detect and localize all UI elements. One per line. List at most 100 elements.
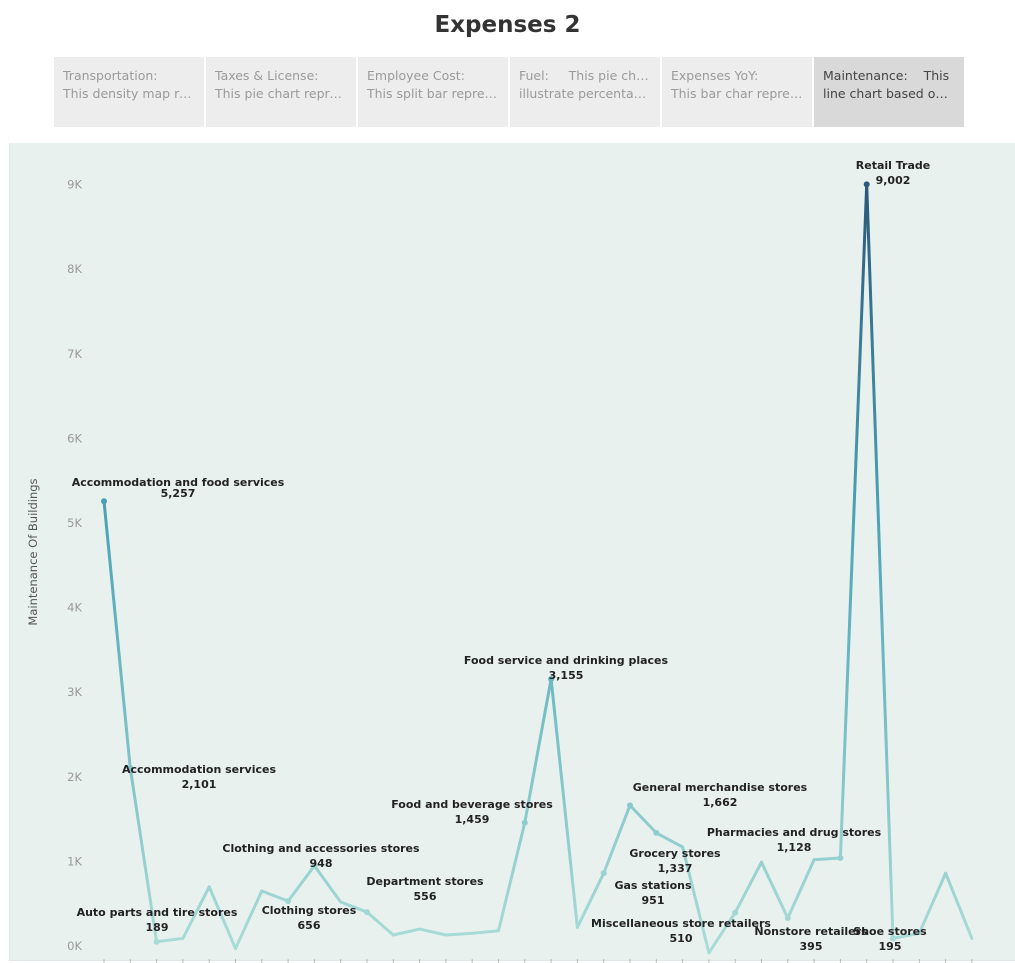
line-segment: [444, 931, 474, 937]
data-point[interactable]: [784, 915, 791, 922]
data-label: Clothing stores 656: [262, 904, 357, 932]
data-label-value: 2,101: [182, 778, 217, 791]
data-label: Miscellaneous store retailers 510: [591, 917, 771, 945]
data-label: Food service and drinking places 3,155: [464, 654, 669, 682]
line-segment: [891, 931, 921, 940]
line-segment: [181, 885, 211, 940]
page-title: Expenses 2: [434, 12, 581, 38]
line-segment: [944, 871, 974, 940]
line-segment: [681, 845, 711, 955]
chart-area: [9, 143, 1015, 961]
data-label-value: 1,662: [703, 796, 738, 809]
y-tick-label: 4K: [67, 601, 82, 615]
line-segment: [365, 910, 395, 937]
data-point[interactable]: [127, 765, 134, 772]
data-point[interactable]: [548, 676, 555, 683]
y-axis-title: Maintenance Of Buildings: [26, 478, 40, 625]
data-label: Clothing and accessories stores 948: [222, 842, 420, 870]
data-label-category: Pharmacies and drug stores: [707, 826, 882, 839]
data-point[interactable]: [732, 909, 739, 916]
data-label: Retail Trade 9,002: [856, 159, 930, 187]
data-label: Nonstore retailers 395: [754, 925, 868, 953]
data-label-value: 1,128: [777, 841, 812, 854]
data-label: Gas stations 951: [614, 879, 691, 907]
data-label: Shoe stores 195: [853, 925, 927, 953]
line-segment: [260, 889, 290, 903]
line-segment: [102, 499, 132, 770]
data-label: Department stores 556: [366, 875, 484, 903]
line-segment: [470, 929, 500, 935]
data-label-category: Auto parts and tire stores: [77, 906, 238, 919]
tab-taxes-license[interactable]: Taxes & License: This pie chart represe.…: [206, 57, 356, 127]
y-tick-label: 8K: [67, 262, 82, 276]
y-tick-label: 5K: [67, 516, 82, 530]
y-tick-label: 0K: [67, 939, 82, 953]
line-segment: [312, 864, 343, 904]
y-tick-label: 2K: [67, 770, 82, 784]
line-segment: [234, 889, 264, 951]
data-label-value: 189: [146, 921, 169, 934]
line-segment: [602, 803, 632, 875]
line-segment: [549, 677, 579, 929]
y-tick-label: 9K: [67, 178, 82, 192]
line-segment: [707, 911, 737, 955]
data-label-value: 5,257: [161, 487, 196, 500]
data-label: Grocery stores 1,337: [629, 847, 721, 875]
data-label-category: Department stores: [366, 875, 484, 888]
data-point[interactable]: [837, 855, 844, 862]
data-label-category: Accommodation services: [122, 763, 276, 776]
data-point[interactable]: [890, 935, 896, 942]
data-label-value: 556: [414, 890, 437, 903]
tab-employee-cost[interactable]: Employee Cost: This split bar represe..: [358, 57, 508, 127]
data-point[interactable]: [521, 819, 528, 826]
line-segment: [207, 885, 237, 951]
line-segment: [391, 927, 422, 937]
data-label: Food and beverage stores 1,459: [391, 798, 553, 826]
data-label-value: 9,002: [876, 174, 911, 187]
data-label-category: Nonstore retailers: [754, 925, 868, 938]
line-segment: [628, 803, 658, 835]
data-point[interactable]: [600, 870, 607, 877]
data-point[interactable]: [863, 181, 870, 188]
data-point[interactable]: [653, 829, 660, 836]
line-segment: [155, 936, 185, 944]
data-label-category: General merchandise stores: [633, 781, 808, 794]
data-label-category: Clothing and accessories stores: [222, 842, 420, 855]
tab-fuel[interactable]: Fuel: This pie chart illustrate percenta…: [510, 57, 660, 127]
line-segment: [286, 864, 316, 903]
y-axis: 0K 1K 2K 3K 4K 5K 6K 7K 8K 9K: [67, 178, 82, 953]
series-maintenance: [101, 181, 974, 955]
data-point[interactable]: [153, 938, 160, 945]
tab-maintenance[interactable]: Maintenance: This line chart based on a.…: [814, 57, 964, 127]
line-segment: [917, 871, 948, 935]
data-label-category: Food service and drinking places: [464, 654, 669, 667]
tab-expenses-yoy[interactable]: Expenses YoY: This bar char represe..: [662, 57, 812, 127]
data-label-value: 1,459: [455, 813, 490, 826]
data-label-category: Accommodation and food services: [72, 476, 285, 489]
data-label-value: 195: [879, 940, 902, 953]
line-segment: [760, 860, 790, 920]
line-segment: [838, 182, 869, 860]
data-label-category: Food and beverage stores: [391, 798, 553, 811]
y-tick-label: 7K: [67, 347, 82, 361]
data-label: Accommodation services 2,101: [122, 763, 276, 791]
data-point[interactable]: [364, 909, 370, 916]
line-segment: [812, 856, 842, 862]
data-label-value: 3,155: [549, 669, 584, 682]
line-segment: [865, 182, 895, 940]
data-label-value: 951: [642, 894, 665, 907]
line-segment: [654, 831, 685, 849]
line-segment: [575, 871, 606, 929]
data-point[interactable]: [311, 862, 318, 869]
data-label: Auto parts and tire stores 189: [77, 906, 238, 934]
data-label-category: Retail Trade: [856, 159, 930, 172]
data-point[interactable]: [285, 898, 292, 905]
story-tabs: Transportation: This density map repr.. …: [54, 57, 966, 127]
data-label-value: 510: [670, 932, 693, 945]
data-label-category: Gas stations: [614, 879, 691, 892]
tab-transportation[interactable]: Transportation: This density map repr..: [54, 57, 204, 127]
data-point[interactable]: [101, 498, 107, 505]
data-point[interactable]: [627, 802, 633, 809]
